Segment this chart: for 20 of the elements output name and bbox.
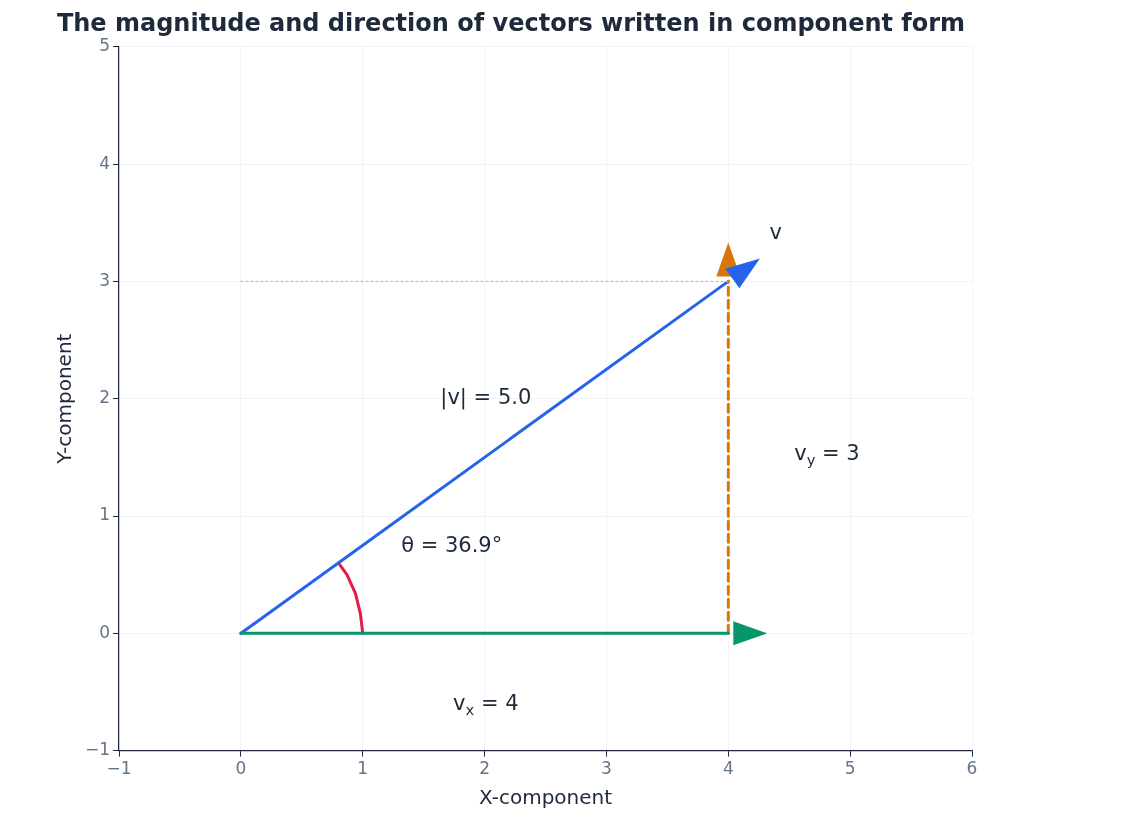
x-tick-label: 2: [479, 758, 491, 779]
chart-title: The magnitude and direction of vectors written in component form: [56, 8, 966, 37]
annotation: |v| = 5.0: [440, 385, 532, 411]
x-tick-label: 4: [722, 758, 734, 779]
x-tick-label: 6: [966, 758, 978, 779]
y-tick-label: 4: [99, 152, 111, 173]
y-tick-label: −1: [85, 739, 111, 760]
x-tick-label: 1: [357, 758, 369, 779]
annotation: v: [769, 219, 783, 244]
x-tick-label: 5: [844, 758, 856, 779]
y-tick-label: 2: [99, 387, 111, 408]
y-tick-label: 1: [99, 504, 111, 525]
x-tick-label: 3: [601, 758, 612, 779]
x-tick-label: 0: [235, 758, 247, 779]
y-tick-label: 3: [99, 269, 111, 290]
y-axis-title: Y-component: [52, 333, 77, 465]
y-tick-label: 0: [99, 621, 111, 642]
annotation: θ = 36.9°: [401, 532, 503, 557]
y-tick-label: 5: [99, 35, 111, 56]
x-axis-title: X-component: [478, 785, 613, 810]
